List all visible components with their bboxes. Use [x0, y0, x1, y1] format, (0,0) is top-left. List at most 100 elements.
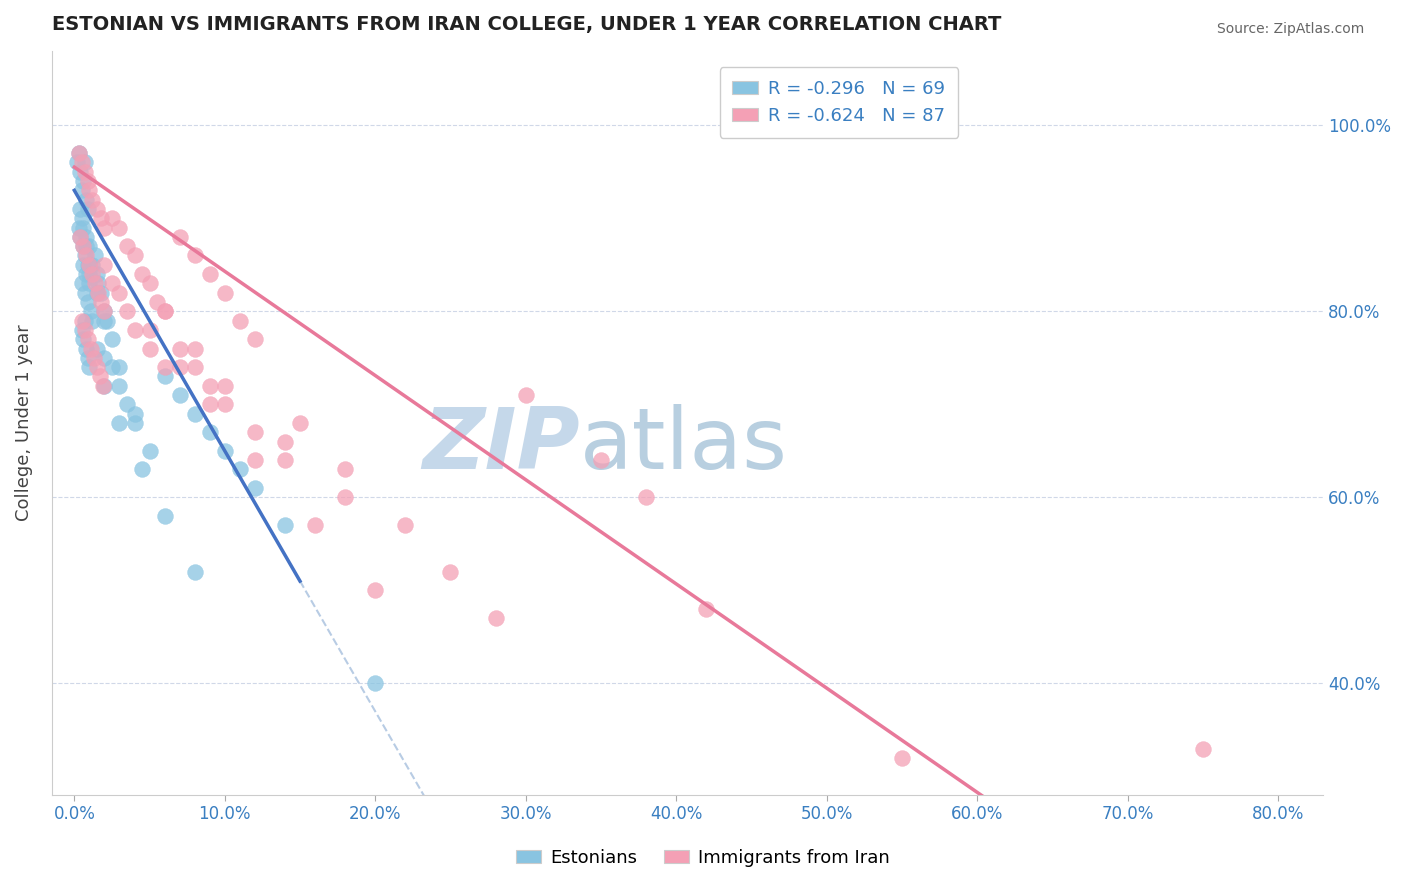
Point — [90, 295, 112, 310]
Point — [214, 285, 236, 300]
Point — [183, 342, 205, 356]
Point — [69, 230, 91, 244]
Point — [72, 174, 94, 188]
Point — [146, 295, 169, 310]
Point — [67, 146, 90, 161]
Point — [79, 258, 101, 272]
Point — [75, 248, 97, 262]
Point — [76, 295, 98, 310]
Point — [214, 443, 236, 458]
Point — [86, 285, 108, 300]
Text: ZIP: ZIP — [422, 404, 579, 487]
Point — [73, 313, 96, 327]
Point — [131, 462, 153, 476]
Point — [73, 248, 96, 262]
Point — [124, 416, 146, 430]
Point — [75, 342, 97, 356]
Point — [70, 183, 93, 197]
Point — [93, 304, 115, 318]
Point — [115, 304, 138, 318]
Point — [101, 277, 124, 291]
Point — [82, 313, 104, 327]
Point — [76, 202, 98, 216]
Point — [115, 397, 138, 411]
Point — [515, 388, 537, 402]
Point — [83, 351, 105, 365]
Point — [75, 267, 97, 281]
Point — [333, 491, 356, 505]
Point — [72, 239, 94, 253]
Point — [138, 323, 160, 337]
Text: ESTONIAN VS IMMIGRANTS FROM IRAN COLLEGE, UNDER 1 YEAR CORRELATION CHART: ESTONIAN VS IMMIGRANTS FROM IRAN COLLEGE… — [52, 15, 1001, 34]
Point — [80, 304, 103, 318]
Point — [274, 434, 297, 449]
Point — [79, 183, 101, 197]
Point — [87, 277, 110, 291]
Point — [364, 583, 387, 598]
Point — [229, 462, 252, 476]
Point — [101, 332, 124, 346]
Point — [890, 751, 912, 765]
Point — [124, 407, 146, 421]
Point — [138, 277, 160, 291]
Point — [108, 416, 131, 430]
Y-axis label: College, Under 1 year: College, Under 1 year — [15, 325, 32, 521]
Point — [70, 313, 93, 327]
Point — [108, 378, 131, 392]
Text: Source: ZipAtlas.com: Source: ZipAtlas.com — [1216, 22, 1364, 37]
Point — [70, 323, 93, 337]
Legend: Estonians, Immigrants from Iran: Estonians, Immigrants from Iran — [509, 842, 897, 874]
Point — [69, 230, 91, 244]
Point — [243, 453, 266, 467]
Point — [364, 676, 387, 690]
Point — [70, 211, 93, 226]
Point — [274, 453, 297, 467]
Point — [169, 342, 191, 356]
Point — [82, 267, 104, 281]
Point — [73, 165, 96, 179]
Point — [183, 248, 205, 262]
Point — [214, 378, 236, 392]
Point — [108, 360, 131, 375]
Point — [169, 388, 191, 402]
Point — [131, 267, 153, 281]
Point — [90, 211, 112, 226]
Point — [79, 267, 101, 281]
Point — [70, 155, 93, 169]
Point — [69, 202, 91, 216]
Point — [183, 360, 205, 375]
Point — [589, 453, 612, 467]
Point — [93, 351, 115, 365]
Point — [304, 518, 326, 533]
Point — [243, 332, 266, 346]
Point — [93, 378, 115, 392]
Point — [243, 481, 266, 495]
Point — [101, 360, 124, 375]
Point — [153, 304, 176, 318]
Point — [274, 518, 297, 533]
Point — [72, 220, 94, 235]
Point — [198, 425, 221, 440]
Point — [108, 285, 131, 300]
Point — [229, 313, 252, 327]
Point — [394, 518, 416, 533]
Point — [75, 193, 97, 207]
Point — [243, 425, 266, 440]
Point — [333, 462, 356, 476]
Point — [84, 277, 107, 291]
Point — [636, 491, 658, 505]
Point — [89, 369, 111, 384]
Point — [90, 285, 112, 300]
Point — [76, 174, 98, 188]
Point — [86, 342, 108, 356]
Point — [183, 565, 205, 579]
Point — [183, 407, 205, 421]
Point — [198, 397, 221, 411]
Point — [153, 360, 176, 375]
Point — [73, 323, 96, 337]
Point — [66, 155, 89, 169]
Point — [67, 146, 90, 161]
Point — [86, 267, 108, 281]
Point — [93, 313, 115, 327]
Point — [153, 304, 176, 318]
